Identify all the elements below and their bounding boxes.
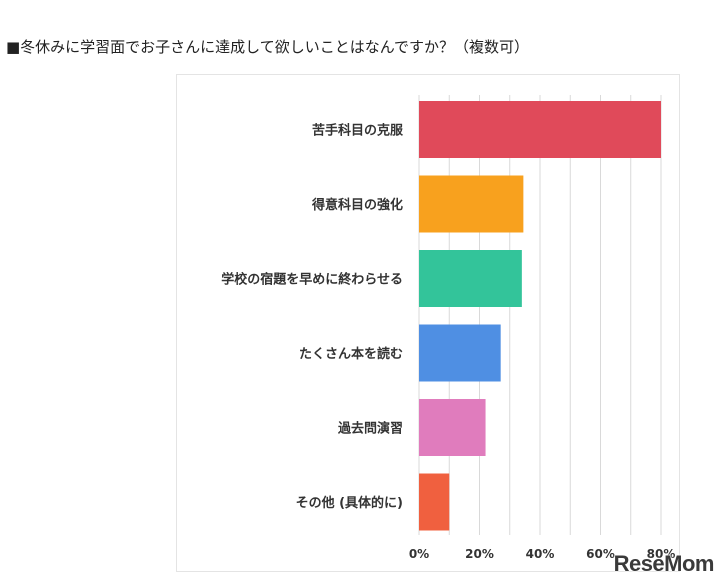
- bar: [419, 175, 524, 233]
- tick-label: 40%: [526, 547, 555, 561]
- bar: [419, 399, 486, 456]
- bar-chart: 苦手科目の克服得意科目の強化学校の宿題を早めに終わらせるたくさん本を読む過去問演…: [221, 95, 676, 561]
- tick-label: 80%: [647, 547, 676, 561]
- tick-label: 0%: [409, 547, 429, 561]
- chart-title: ■冬休みに学習面でお子さんに達成して欲しいことはなんですか？（複数可）: [6, 38, 529, 56]
- category-label: 過去問演習: [337, 421, 403, 437]
- tick-label: 20%: [465, 547, 494, 561]
- bar: [419, 324, 501, 382]
- bar: [419, 101, 661, 158]
- category-label: たくさん本を読む: [299, 346, 403, 362]
- category-label: 学校の宿題を早めに終わらせる: [221, 272, 403, 288]
- category-label: 苦手科目の克服: [312, 123, 404, 139]
- tick-label: 60%: [586, 547, 615, 561]
- category-label: 得意科目の強化: [311, 197, 403, 213]
- resemom-logo: ReseMom: [613, 551, 715, 576]
- category-label: その他 (具体的に): [296, 495, 403, 511]
- chart-panel: 苦手科目の克服 得意科目の強化学校の宿題を早めに終わらせるたくさん本を読む過去問演…: [176, 74, 680, 572]
- bar: [419, 250, 522, 307]
- bar: [419, 473, 450, 531]
